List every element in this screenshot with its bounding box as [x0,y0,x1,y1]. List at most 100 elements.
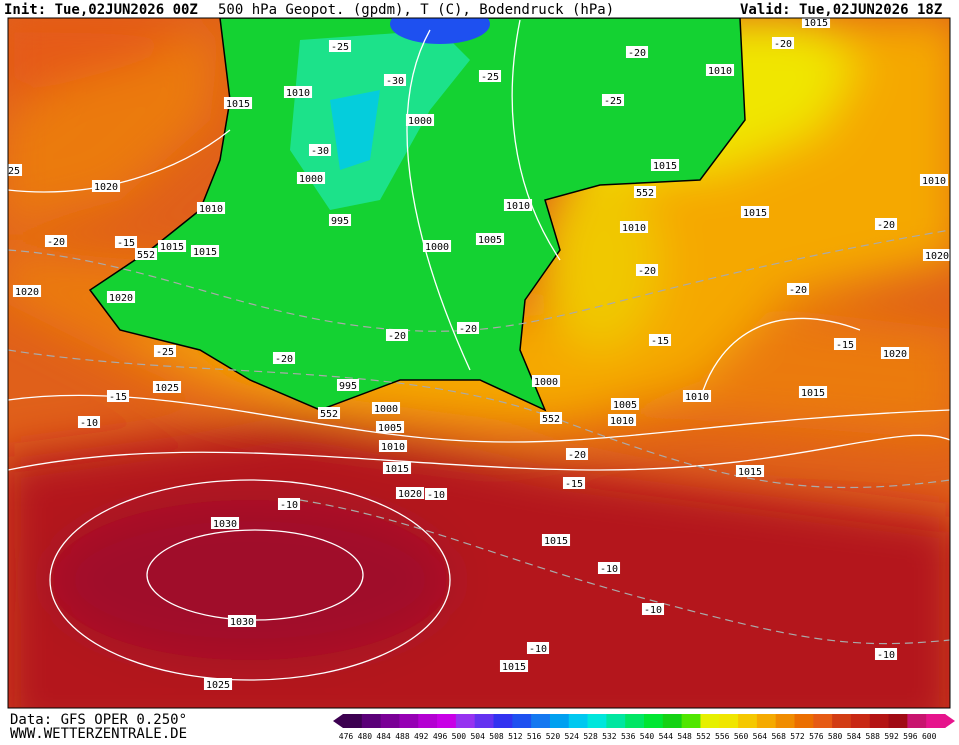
label-box [771,37,795,49]
label-box [597,562,621,574]
contour-label: -20 [44,235,68,248]
contour-label-text: -25 [156,347,174,358]
contour-label-text: 1015 [160,242,184,253]
scale-label: 492 [414,732,429,741]
contour-label: 25 [5,164,23,177]
scale-label: 508 [489,732,504,741]
scale-label: 488 [395,732,410,741]
label-box [641,603,665,615]
contour-label: 1010 [919,174,949,187]
contour-label: -10 [424,488,448,501]
label-box [424,488,448,500]
scale-label: 476 [339,732,354,741]
label-box [5,164,23,176]
label-box [619,221,649,233]
scale-label: 576 [809,732,824,741]
contour-label-text: 1010 [610,416,634,427]
contour-label-text: -10 [600,564,618,575]
label-box [650,159,680,171]
contour-label: 1010 [682,390,712,403]
contour-label: 1015 [740,206,770,219]
scale-cell [625,714,645,728]
scale-cell [531,714,551,728]
contour-label-text: 25 [8,166,20,177]
label-box [798,386,828,398]
label-box [625,46,649,58]
label-box [740,206,770,218]
contour-label: 1000 [422,240,452,253]
contour-label-text: -30 [386,76,404,87]
contour-labels: 1015 -25 -20 -20 1010 -30 -25 1015 1010 -25 1000 -3… [5,16,952,691]
label-box [375,421,405,433]
scale-cell [869,714,890,728]
label-box [106,291,136,303]
contour-label: 1015 [499,660,529,673]
contour-label: 1015 [541,534,571,547]
contour-label: -15 [562,477,586,490]
label-box [77,416,101,428]
scale-cell [850,714,871,728]
scale-label: 600 [922,732,937,741]
scale-cell [455,714,476,728]
scale-label: 512 [508,732,523,741]
label-box [531,375,561,387]
contour-label-text: -20 [459,324,477,335]
label-box [874,218,898,230]
scale-label: 536 [621,732,636,741]
contour-label-text: -10 [529,644,547,655]
label-box [91,180,121,192]
scale-label: 496 [433,732,448,741]
contour-label-text: 1000 [299,174,323,185]
valid-time: Valid: Tue,02JUN2026 18Z [740,2,942,18]
contour-label: -10 [277,498,301,511]
label-box [227,615,257,627]
contour-label-text: 1010 [286,88,310,99]
scale-label: 500 [452,732,467,741]
label-box [371,402,401,414]
contour-label-text: 552 [320,409,338,420]
contour-label-text: 1005 [478,235,502,246]
label-box [610,398,640,410]
contour-label: 1015 [223,97,253,110]
scale-cell [493,714,513,728]
scale-label: 548 [677,732,692,741]
contour-label: 1015 [801,16,831,29]
label-box [296,172,326,184]
label-box [539,412,563,424]
contour-label: 552 [134,248,158,261]
scale-label: 484 [376,732,391,741]
contour-label-text: -20 [877,220,895,231]
label-box [735,465,765,477]
contour-label: 1005 [610,398,640,411]
label-box [786,283,810,295]
label-box [12,285,42,297]
contour-label-text: 1000 [534,377,558,388]
contour-label: -15 [648,334,672,347]
scale-label: 580 [828,732,843,741]
scale-label: 528 [583,732,598,741]
label-box [801,16,831,28]
site-name: WWW.WETTERZENTRALE.DE [10,726,187,741]
contour-label-text: 1015 [743,208,767,219]
scale-cell [512,714,532,728]
contour-label-text: 1020 [94,182,118,193]
contour-label-text: -15 [117,238,135,249]
scale-label: 540 [640,732,655,741]
contour-label-text: 995 [331,216,349,227]
contour-label-text: -15 [109,392,127,403]
contour-label: 995 [328,214,352,227]
contour-label: 1015 [735,465,765,478]
label-box [210,517,240,529]
scale-cell [568,714,589,728]
contour-label: -25 [601,94,625,107]
label-box [919,174,949,186]
scale-label: 592 [884,732,899,741]
label-box [317,407,341,419]
contour-label-text: -25 [331,42,349,53]
label-box [328,214,352,226]
contour-label-text: 1015 [544,536,568,547]
contour-label: 552 [539,412,563,425]
label-box [277,498,301,510]
label-box [478,70,502,82]
label-box [833,338,857,350]
